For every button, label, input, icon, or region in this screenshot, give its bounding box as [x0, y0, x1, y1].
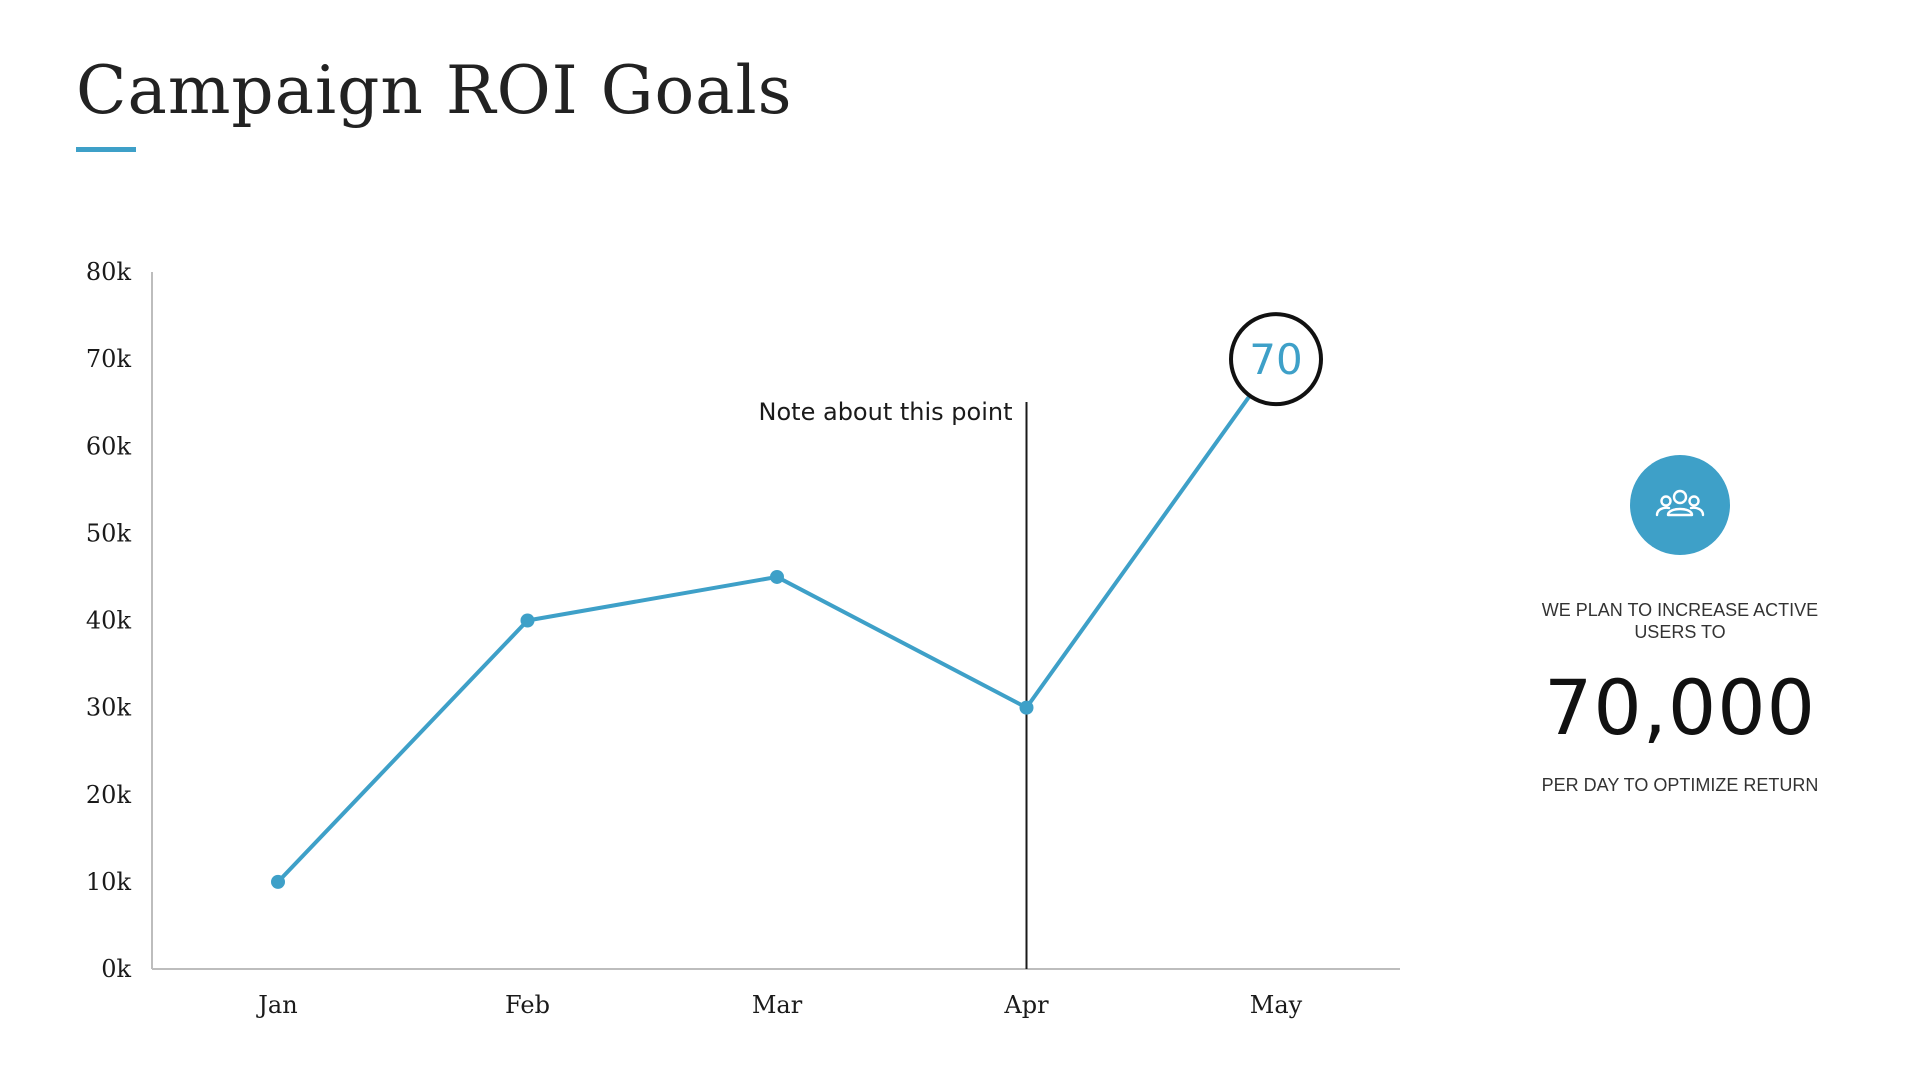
series-line [276, 357, 1278, 884]
y-axis-tick-labels: 0k 10k 20k 30k 40k 50k 60k 70k 80k [86, 258, 132, 983]
kpi-lead-text: WE PLAN TO INCREASE ACTIVE USERS TO [1541, 600, 1819, 642]
title-underline [76, 147, 136, 152]
kpi-panel: WE PLAN TO INCREASE ACTIVE USERS TO 70,0… [1520, 455, 1840, 796]
y-tick-label: 70k [86, 345, 132, 373]
data-point [1019, 700, 1034, 715]
users-group-icon [1630, 455, 1730, 555]
y-tick-label: 30k [86, 694, 132, 722]
y-tick-label: 60k [86, 432, 132, 460]
y-tick-label: 10k [86, 868, 132, 896]
x-tick-label: May [1250, 991, 1303, 1019]
x-tick-label: Mar [752, 991, 803, 1019]
annotation-text: Note about this point [759, 398, 1013, 426]
kpi-tail-text: PER DAY TO OPTIMIZE RETURN [1541, 775, 1819, 795]
x-axis-tick-labels: Jan Feb Mar Apr May [255, 991, 1302, 1019]
x-tick-label: Feb [505, 991, 550, 1019]
data-points [271, 569, 1034, 889]
x-tick-label: Jan [255, 991, 297, 1019]
y-tick-label: 20k [86, 781, 132, 809]
y-tick-label: 0k [101, 955, 131, 983]
x-tick-label: Apr [1003, 991, 1049, 1019]
highlight-label: 70 [1249, 335, 1302, 384]
y-tick-label: 80k [86, 258, 132, 286]
data-point [520, 613, 535, 628]
highlight-circle [1229, 312, 1323, 407]
line-chart: 0k 10k 20k 30k 40k 50k 60k 70k 80k Jan Feb Mar Apr M… [86, 258, 1400, 1019]
data-point [271, 874, 285, 889]
y-tick-label: 50k [86, 519, 132, 547]
data-point [770, 569, 784, 584]
page-title: Campaign ROI Goals [76, 52, 793, 129]
kpi-value: 70,000 [1544, 663, 1816, 752]
y-tick-label: 40k [86, 607, 132, 635]
